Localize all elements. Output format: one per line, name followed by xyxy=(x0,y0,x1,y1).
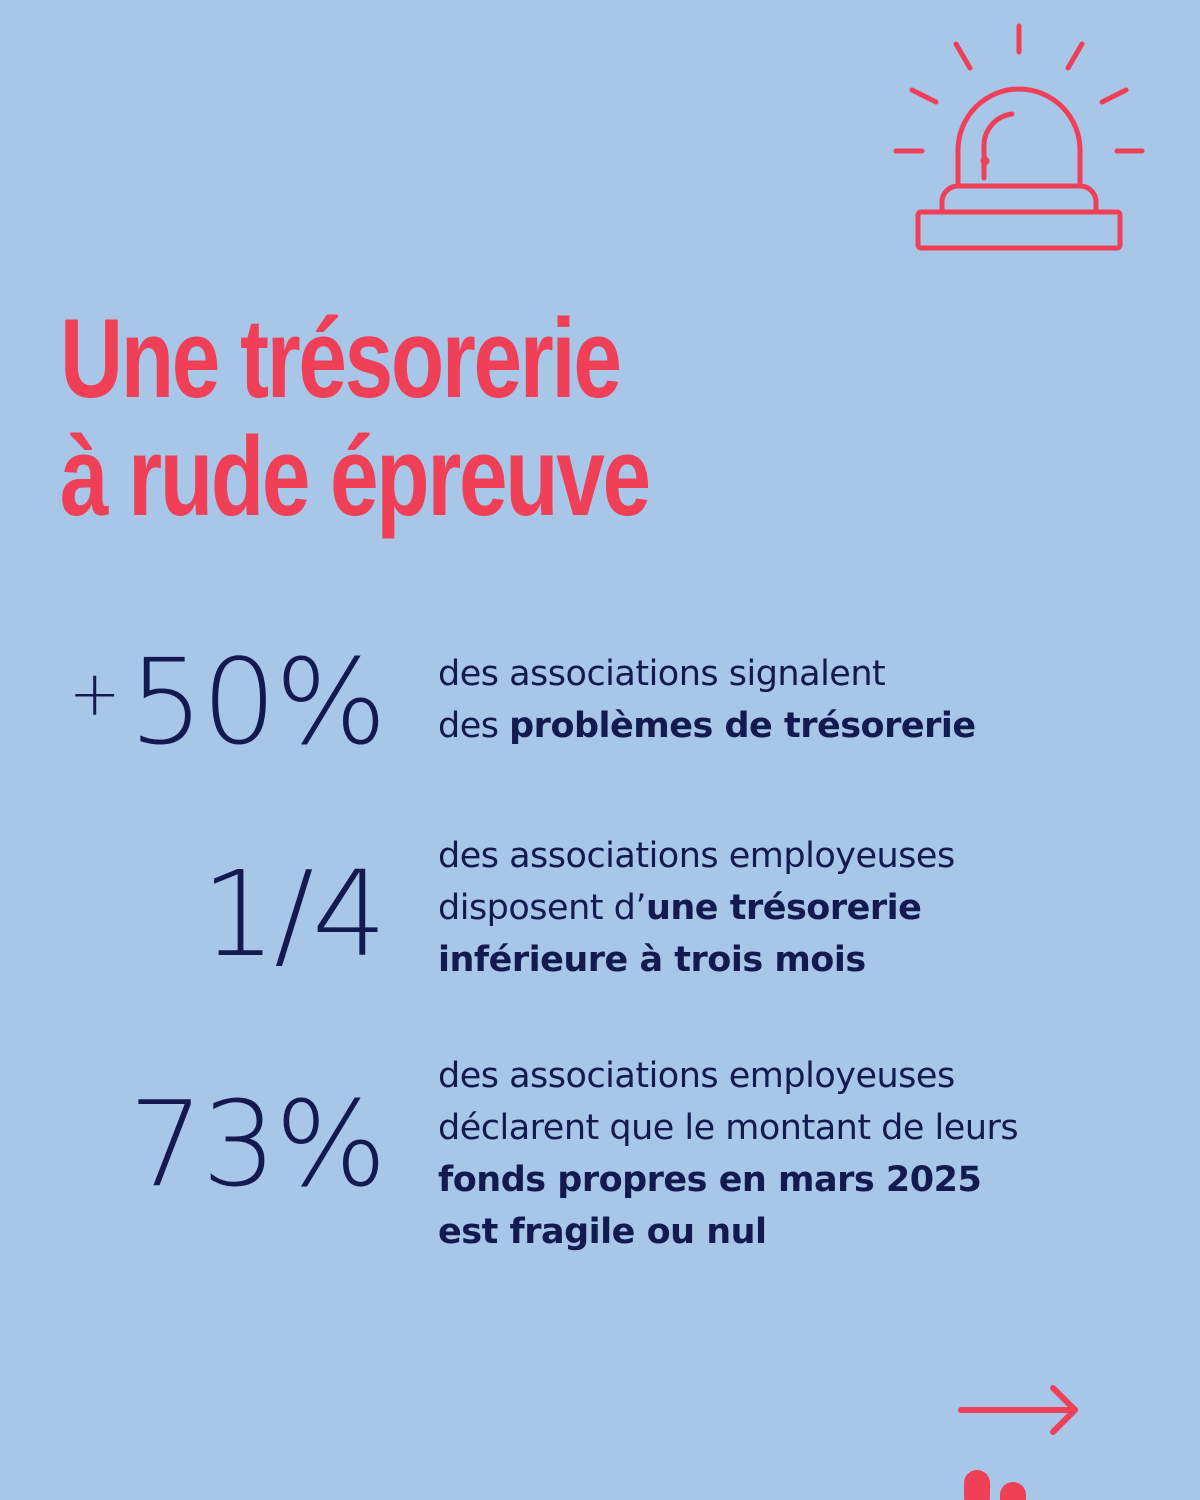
stat-value-2: 1/4 xyxy=(201,855,387,973)
title-line-1: Une trésorerie xyxy=(60,296,622,421)
stat-line: des associations employeuses xyxy=(438,1056,955,1096)
stat-line: déclarent que le montant de leurs xyxy=(438,1108,1019,1148)
stat-line: inférieure à trois mois xyxy=(438,940,866,980)
title-line-2: à rude épreuve xyxy=(60,414,651,539)
stat-line: des associations signalent xyxy=(438,654,886,694)
stat-description-2: des associations employeuses disposent d… xyxy=(438,830,955,986)
stat-line: est fragile ou nul xyxy=(438,1212,767,1252)
stat-description-1: des associations signalent des problèmes… xyxy=(438,648,976,752)
bar-logo-icon xyxy=(964,1470,1026,1500)
stat-line: des problèmes de trésorerie xyxy=(438,706,976,746)
alarm-siren-icon xyxy=(893,23,1145,251)
stat-number: 50% xyxy=(128,633,387,771)
stat-prefix-plus: + xyxy=(68,657,121,730)
stat-number: 73% xyxy=(128,1075,387,1213)
page-title: Une trésorerie à rude épreuve xyxy=(60,296,651,539)
stat-line: fonds propres en mars 2025 xyxy=(438,1160,982,1200)
stat-line: disposent d’une trésorerie xyxy=(438,888,922,928)
arrow-right-icon[interactable] xyxy=(955,1382,1085,1438)
stat-line: des associations employeuses xyxy=(438,836,955,876)
stat-value-3: 73% xyxy=(129,1085,387,1203)
stat-value-1: +50% xyxy=(68,643,387,761)
stat-description-3: des associations employeuses déclarent q… xyxy=(438,1050,1019,1258)
stat-number: 1/4 xyxy=(201,845,387,983)
